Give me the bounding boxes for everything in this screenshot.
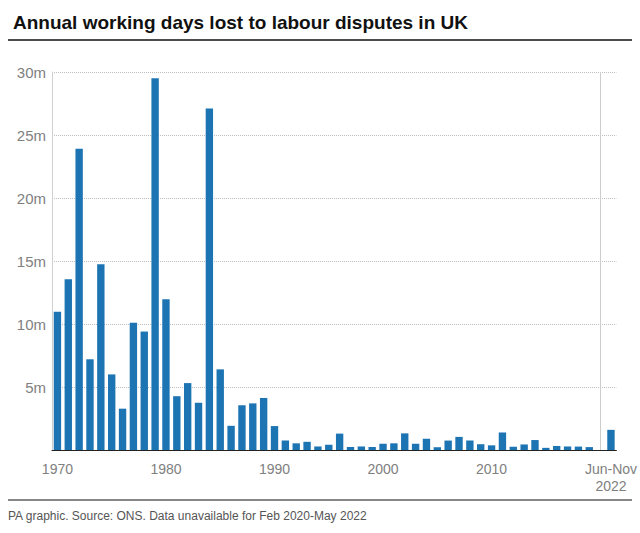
svg-text:1970: 1970	[42, 461, 73, 477]
svg-text:10m: 10m	[17, 316, 46, 333]
svg-text:15m: 15m	[17, 253, 46, 270]
svg-text:1990: 1990	[259, 461, 290, 477]
svg-text:2022: 2022	[595, 478, 626, 494]
svg-text:Jun-Nov: Jun-Nov	[585, 461, 637, 477]
svg-text:5m: 5m	[25, 379, 46, 396]
svg-text:25m: 25m	[17, 127, 46, 144]
svg-text:PA graphic. Source: ONS. Data: PA graphic. Source: ONS. Data unavailabl…	[8, 509, 367, 523]
svg-text:Annual working days lost to la: Annual working days lost to labour dispu…	[13, 12, 468, 33]
svg-text:20m: 20m	[17, 190, 46, 207]
svg-text:2010: 2010	[476, 461, 507, 477]
svg-text:1980: 1980	[150, 461, 181, 477]
svg-text:2000: 2000	[367, 461, 398, 477]
svg-text:30m: 30m	[17, 64, 46, 81]
